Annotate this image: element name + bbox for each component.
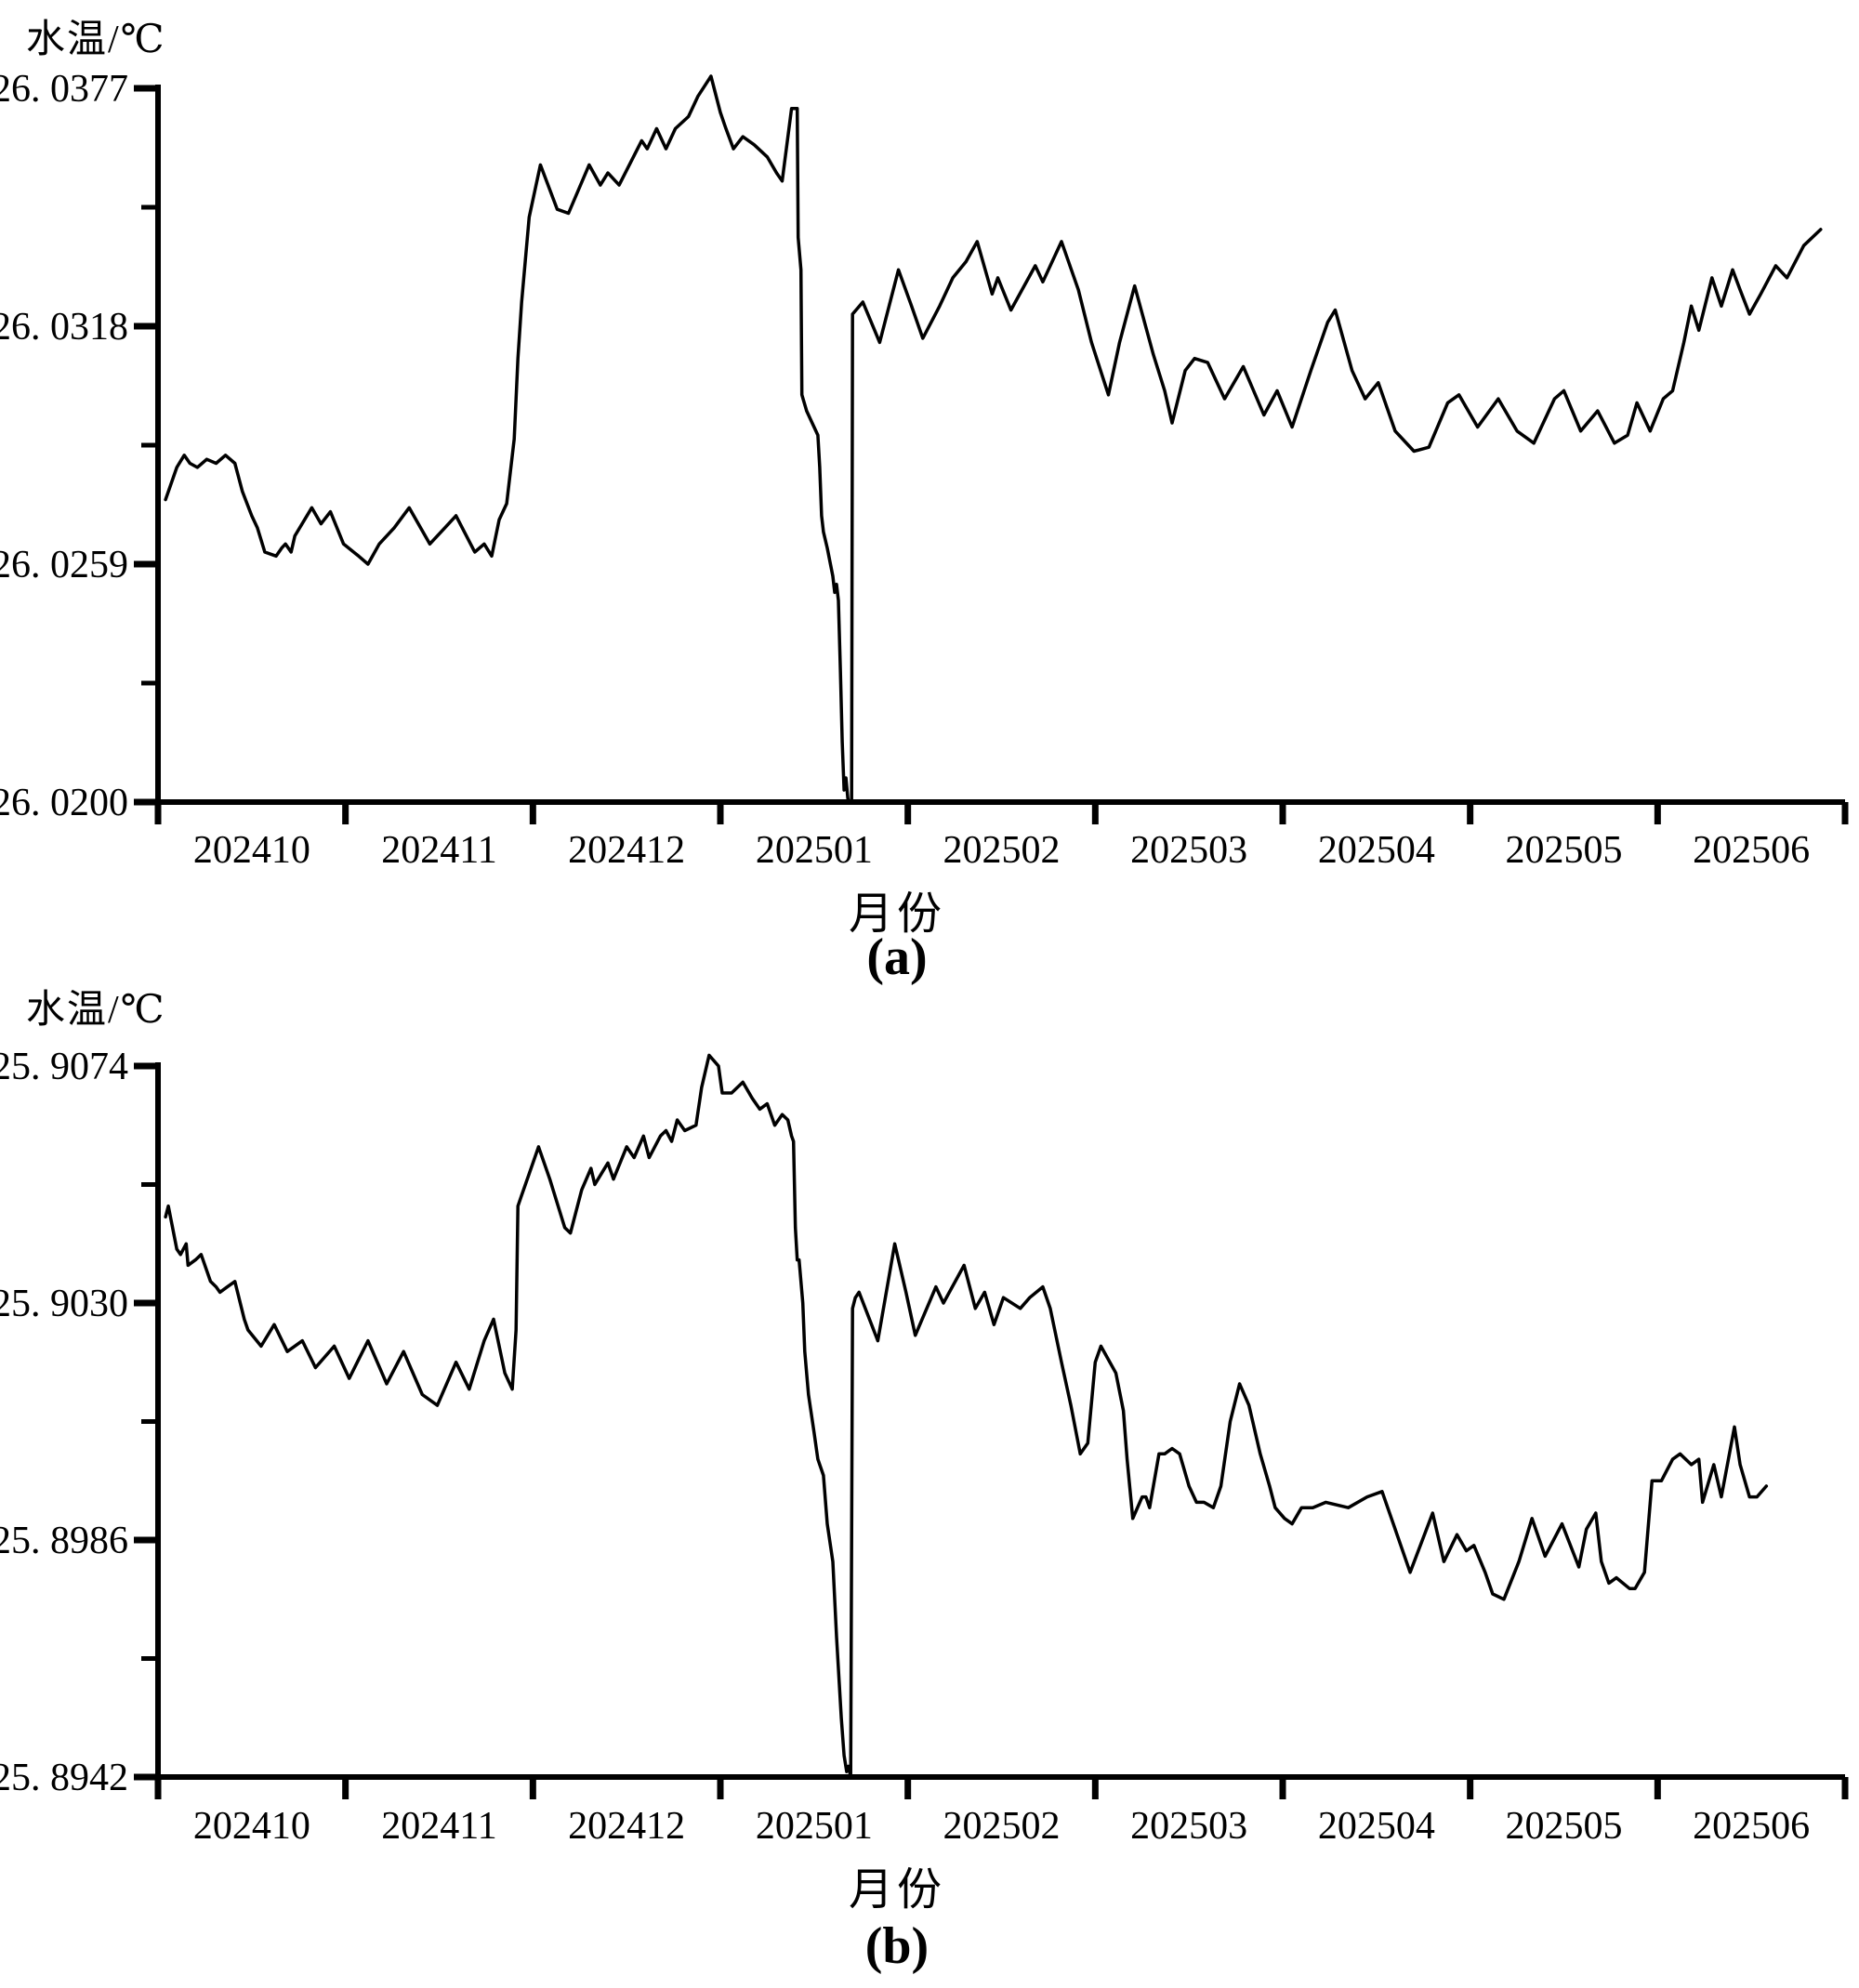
y-tick-label: 25. 8942 — [0, 1757, 128, 1799]
x-tick-label: 202506 — [1693, 1805, 1810, 1848]
x-tick-label: 202501 — [756, 829, 873, 872]
x-tick-label: 202505 — [1506, 1805, 1623, 1848]
y-tick-label: 26. 0200 — [0, 782, 128, 824]
chart-b-caption: (b) — [864, 1917, 930, 1975]
series-line-b — [164, 1053, 1769, 1779]
chart-b-x-axis-title: 月份 — [848, 1865, 945, 1915]
axis-a — [155, 85, 1845, 805]
x-tick-label: 202503 — [1130, 829, 1247, 872]
x-tick-label: 202504 — [1318, 1805, 1435, 1848]
chart-a-plot: 202410 202411 202412 202501 202502 202503 2025… — [0, 68, 1849, 872]
x-tick-label: 202410 — [193, 829, 310, 872]
chart-a-y-axis-title: 水温/℃ — [26, 19, 166, 61]
series-line-a — [164, 74, 1823, 804]
y-tick-label: 26. 0318 — [0, 306, 128, 349]
y-tick-label: 26. 0259 — [0, 544, 128, 586]
axis-b — [155, 1062, 1845, 1780]
x-tick-label: 202412 — [568, 829, 685, 872]
x-tick-label: 202411 — [381, 829, 496, 872]
x-tick-label: 202411 — [381, 1805, 496, 1848]
chart-b-plot: 202410 202411 202412 202501 202502 202503 2025… — [0, 1046, 1849, 1848]
x-tick-label: 202410 — [193, 1805, 310, 1848]
x-tick-label: 202412 — [568, 1805, 685, 1848]
x-tick-label: 202501 — [756, 1805, 873, 1848]
x-tick-label: 202502 — [943, 1805, 1061, 1848]
y-tick-label: 26. 0377 — [0, 68, 128, 111]
y-tick-label: 25. 8986 — [0, 1520, 128, 1562]
chart-a-x-axis-title: 月份 — [848, 889, 945, 939]
y-tick-label: 25. 9074 — [0, 1046, 128, 1088]
chart-b-y-axis-title: 水温/℃ — [26, 989, 166, 1032]
y-tick-label: 25. 9030 — [0, 1283, 128, 1325]
x-tick-label: 202506 — [1693, 829, 1810, 872]
chart-a-caption: (a) — [866, 928, 928, 986]
x-tick-label: 202503 — [1130, 1805, 1247, 1848]
x-tick-label: 202505 — [1506, 829, 1623, 872]
x-tick-label: 202502 — [943, 829, 1061, 872]
x-tick-label: 202504 — [1318, 829, 1435, 872]
